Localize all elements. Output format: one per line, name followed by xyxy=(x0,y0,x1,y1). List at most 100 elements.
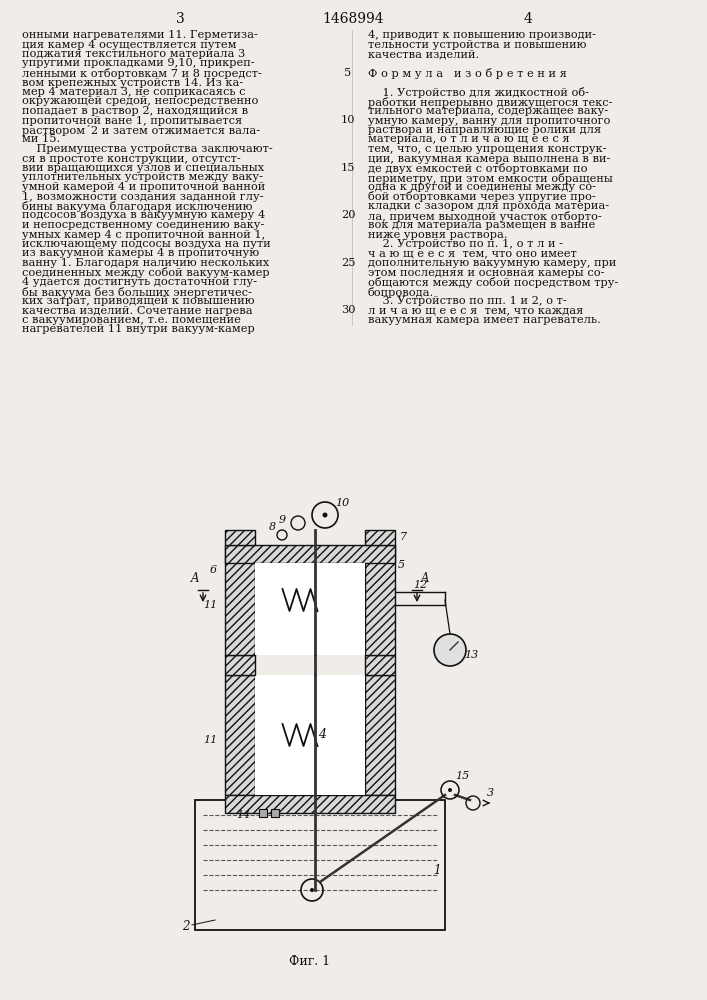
Bar xyxy=(271,809,279,817)
Polygon shape xyxy=(225,795,395,813)
Text: ся в простоте конструкции, отсутст-: ся в простоте конструкции, отсутст- xyxy=(22,153,241,163)
Text: 8: 8 xyxy=(269,522,276,532)
Text: этом последняя и основная камеры со-: этом последняя и основная камеры со- xyxy=(368,267,604,277)
Text: умной камерой 4 и пропиточной ванной: умной камерой 4 и пропиточной ванной xyxy=(22,182,265,192)
Text: соединенных между собой вакуум-камер: соединенных между собой вакуум-камер xyxy=(22,267,269,278)
Text: 10: 10 xyxy=(335,498,349,508)
Circle shape xyxy=(310,888,314,892)
Text: качества изделий.: качества изделий. xyxy=(368,49,479,59)
Polygon shape xyxy=(365,675,395,795)
Text: 2: 2 xyxy=(182,920,190,934)
Polygon shape xyxy=(255,563,365,655)
Text: A: A xyxy=(191,572,199,585)
Text: вакуумная камера имеет нагреватель.: вакуумная камера имеет нагреватель. xyxy=(368,315,601,325)
Polygon shape xyxy=(365,655,395,675)
Text: ла, причем выходной участок отборто-: ла, причем выходной участок отборто- xyxy=(368,211,602,222)
Text: из вакуумной камеры 4 в пропиточную: из вакуумной камеры 4 в пропиточную xyxy=(22,248,259,258)
Text: умную камеру, ванну для пропиточного: умную камеру, ванну для пропиточного xyxy=(368,115,610,125)
Text: ванну 1. Благодаря наличию нескольких: ванну 1. Благодаря наличию нескольких xyxy=(22,258,269,268)
Text: онными нагревателями 11. Герметиза-: онными нагревателями 11. Герметиза- xyxy=(22,30,258,40)
Text: ких затрат, приводящей к повышению: ких затрат, приводящей к повышению xyxy=(22,296,255,306)
Text: поджатия текстильного материала 3: поджатия текстильного материала 3 xyxy=(22,49,245,59)
Polygon shape xyxy=(225,545,395,563)
Text: 14: 14 xyxy=(235,810,250,820)
Text: и непосредственному соединению ваку-: и непосредственному соединению ваку- xyxy=(22,220,264,230)
Polygon shape xyxy=(225,545,255,655)
Polygon shape xyxy=(365,530,395,545)
Text: 20: 20 xyxy=(341,210,355,220)
Text: 4: 4 xyxy=(318,728,326,742)
Text: общаются между собой посредством тру-: общаются между собой посредством тру- xyxy=(368,277,619,288)
Bar xyxy=(259,809,267,817)
Text: 1, возможности создания заданной глу-: 1, возможности создания заданной глу- xyxy=(22,192,264,202)
Text: тем, что, с целью упрощения конструк-: тем, что, с целью упрощения конструк- xyxy=(368,144,607,154)
Text: материала, о т л и ч а ю щ е е с я: материала, о т л и ч а ю щ е е с я xyxy=(368,134,570,144)
Text: 6: 6 xyxy=(210,565,217,575)
Polygon shape xyxy=(225,675,255,795)
Text: 9: 9 xyxy=(279,515,286,525)
Text: A: A xyxy=(421,572,429,585)
Text: раствором´2 и затем отжимается вала-: раствором´2 и затем отжимается вала- xyxy=(22,125,260,136)
Text: кладки с зазором для прохода материа-: кладки с зазором для прохода материа- xyxy=(368,201,609,211)
Text: ми 15.: ми 15. xyxy=(22,134,60,144)
Text: Фиг. 1: Фиг. 1 xyxy=(289,955,331,968)
Polygon shape xyxy=(225,530,255,545)
Text: ция камер 4 осуществляется путем: ция камер 4 осуществляется путем xyxy=(22,39,237,49)
Text: уплотнительных устройств между ваку-: уплотнительных устройств между ваку- xyxy=(22,172,263,182)
Text: 1. Устройство для жидкостной об-: 1. Устройство для жидкостной об- xyxy=(368,87,589,98)
Text: попадает в раствор 2, находящийся в: попадает в раствор 2, находящийся в xyxy=(22,106,248,116)
Text: ч а ю щ е е с я  тем, что оно имеет: ч а ю щ е е с я тем, что оно имеет xyxy=(368,248,577,258)
Text: л и ч а ю щ е е с я  тем, что каждая: л и ч а ю щ е е с я тем, что каждая xyxy=(368,306,583,316)
Circle shape xyxy=(434,634,466,666)
Text: 15: 15 xyxy=(341,163,355,173)
Text: раствора и направляющие ролики для: раствора и направляющие ролики для xyxy=(368,125,601,135)
Text: одна к другой и соединены между со-: одна к другой и соединены между со- xyxy=(368,182,596,192)
Text: 15: 15 xyxy=(455,771,469,781)
Text: тельности устройства и повышению: тельности устройства и повышению xyxy=(368,39,587,49)
Polygon shape xyxy=(365,545,395,655)
Text: 2. Устройство по п. 1, о т л и -: 2. Устройство по п. 1, о т л и - xyxy=(368,239,563,249)
Text: 3: 3 xyxy=(487,788,494,798)
Text: подсосов воздуха в вакуумную камеру 4: подсосов воздуха в вакуумную камеру 4 xyxy=(22,211,265,221)
Text: пропиточной ване 1, пропитывается: пропиточной ване 1, пропитывается xyxy=(22,115,243,125)
Text: вии вращающихся узлов и специальных: вии вращающихся узлов и специальных xyxy=(22,163,264,173)
Text: де двух емкостей с отбортовками по: де двух емкостей с отбортовками по xyxy=(368,163,588,174)
Text: 25: 25 xyxy=(341,258,355,268)
Text: с вакуумированием, т.е. помещение: с вакуумированием, т.е. помещение xyxy=(22,315,241,325)
Text: 3: 3 xyxy=(175,12,185,26)
Text: упругими прокладками 9,10, прикреп-: упругими прокладками 9,10, прикреп- xyxy=(22,58,255,68)
Text: вок для материала размещен в ванне: вок для материала размещен в ванне xyxy=(368,220,595,230)
Text: 3. Устройство по пп. 1 и 2, о т-: 3. Устройство по пп. 1 и 2, о т- xyxy=(368,296,567,306)
Text: 1468994: 1468994 xyxy=(322,12,384,26)
Polygon shape xyxy=(225,655,255,675)
Text: 10: 10 xyxy=(341,115,355,125)
Text: 5: 5 xyxy=(344,68,351,78)
Circle shape xyxy=(448,788,452,792)
Circle shape xyxy=(322,512,327,518)
Text: вом крепежных устройств 14. Из ка-: вом крепежных устройств 14. Из ка- xyxy=(22,78,243,88)
Text: ленными к отбортовкам 7 и 8 посредст-: ленными к отбортовкам 7 и 8 посредст- xyxy=(22,68,262,79)
Text: бины вакуума благодаря исключению: бины вакуума благодаря исключению xyxy=(22,201,252,212)
Text: Преимущества устройства заключают-: Преимущества устройства заключают- xyxy=(22,144,273,154)
Text: 11: 11 xyxy=(203,735,217,745)
Text: 11: 11 xyxy=(203,600,217,610)
Text: 30: 30 xyxy=(341,305,355,315)
Polygon shape xyxy=(255,675,365,795)
Text: ниже уровня раствора.: ниже уровня раствора. xyxy=(368,230,508,239)
Text: бы вакуума без больших энергетичес-: бы вакуума без больших энергетичес- xyxy=(22,286,252,298)
Text: ции, вакуумная камера выполнена в ви-: ции, вакуумная камера выполнена в ви- xyxy=(368,153,610,163)
Text: периметру, при этом емкости обращены: периметру, при этом емкости обращены xyxy=(368,172,613,184)
Text: 5: 5 xyxy=(398,560,405,570)
Text: 1: 1 xyxy=(433,863,440,876)
Text: умных камер 4 с пропиточной ванной 1,: умных камер 4 с пропиточной ванной 1, xyxy=(22,230,265,239)
Text: исключающему подсосы воздуха на пути: исключающему подсосы воздуха на пути xyxy=(22,239,271,249)
Text: 4: 4 xyxy=(524,12,532,26)
Text: бой отбортовками через упругие про-: бой отбортовками через упругие про- xyxy=(368,192,596,202)
Text: мер 4 материал 3, не соприкасаясь с: мер 4 материал 3, не соприкасаясь с xyxy=(22,87,245,97)
Text: 13: 13 xyxy=(464,650,478,660)
Text: дополнительную вакуумную камеру, при: дополнительную вакуумную камеру, при xyxy=(368,258,617,268)
Text: 12: 12 xyxy=(413,580,427,590)
Text: качества изделий. Сочетание нагрева: качества изделий. Сочетание нагрева xyxy=(22,306,252,316)
Text: работки непрерывно движущегося текс-: работки непрерывно движущегося текс- xyxy=(368,97,612,107)
Text: нагревателей 11 внутри вакуум-камер: нагревателей 11 внутри вакуум-камер xyxy=(22,324,255,334)
